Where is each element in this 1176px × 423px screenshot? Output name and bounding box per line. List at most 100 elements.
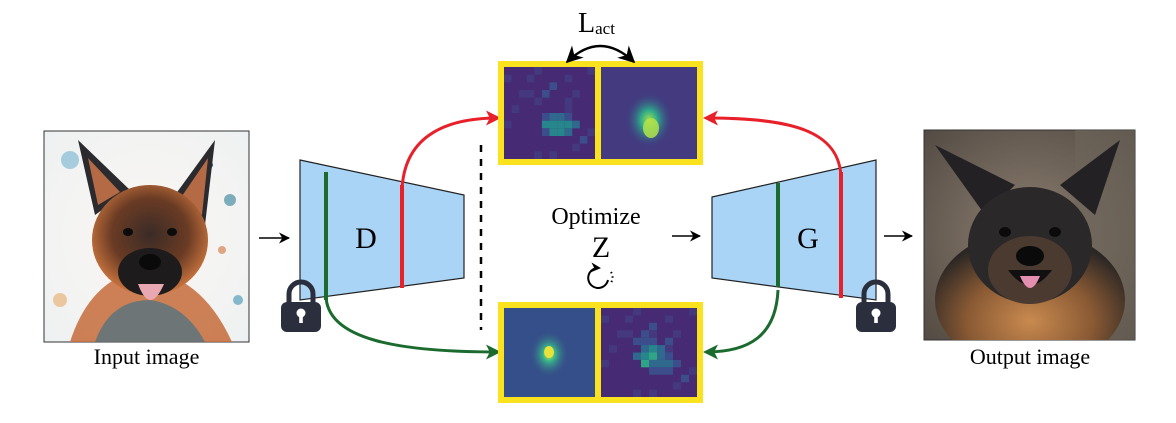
activation-cell: [689, 308, 697, 316]
activation-cell: [641, 352, 649, 360]
input-image: [43, 130, 250, 343]
activation-cell: [625, 330, 633, 338]
activation-cell: [541, 120, 550, 129]
activation-cell: [609, 345, 617, 353]
discriminator-block: D: [299, 159, 465, 301]
activation-cell: [657, 367, 665, 375]
activation-cell: [572, 90, 580, 98]
activation-cell: [557, 113, 565, 121]
activation-cell: [601, 359, 609, 368]
activation-cell: [649, 345, 657, 353]
generator-block: G: [711, 159, 877, 301]
activation-cell: [557, 120, 565, 129]
activation-cell: [534, 97, 542, 106]
top-left-activation-map: [504, 67, 595, 159]
activation-cell: [564, 97, 573, 106]
activation-cell: [649, 367, 657, 375]
loss-main: L: [578, 8, 595, 39]
activation-cell: [665, 352, 673, 360]
activation-cell: [673, 359, 681, 368]
activation-cell: [665, 337, 673, 346]
activation-cell: [673, 330, 681, 338]
discriminator-label: D: [355, 222, 377, 255]
activation-cell: [649, 352, 657, 360]
activation-cell: [649, 359, 657, 368]
activation-cell: [534, 67, 542, 75]
activation-cell: [641, 330, 649, 338]
activation-cell: [681, 374, 689, 383]
activation-cell: [641, 337, 649, 346]
activation-cell: [541, 90, 550, 98]
activation-cell: [665, 359, 673, 368]
activation-cell: [541, 128, 550, 136]
activation-cell: [673, 382, 681, 390]
top-right-activation-map: [601, 67, 697, 159]
activation-cell: [633, 308, 641, 316]
activation-cell: [504, 74, 512, 83]
loop-arrow-icon: [587, 262, 609, 289]
activation-cell: [657, 345, 665, 353]
activation-cell: [549, 113, 558, 121]
optimize-label: Optimize: [551, 204, 640, 230]
activation-cell: [541, 113, 550, 121]
activation-cell: [633, 352, 641, 360]
activation-cell: [601, 315, 609, 323]
activation-cell: [511, 105, 520, 113]
output-image: [923, 129, 1136, 341]
activation-cell: [579, 136, 588, 144]
bottom-left-activation-map: [504, 308, 595, 397]
red-path-d-to-top: [400, 110, 501, 191]
loss-label: Lact: [578, 8, 615, 39]
activation-cell: [549, 120, 558, 129]
input-image-caption: Input image: [94, 344, 200, 369]
activation-cell: [504, 120, 512, 129]
activation-cell: [657, 352, 665, 360]
activation-cell: [534, 151, 542, 159]
activation-cell: [549, 151, 558, 159]
activation-cell: [519, 90, 527, 98]
activation-cell: [549, 82, 558, 90]
loop-dots: [609, 271, 614, 285]
activation-cell: [633, 337, 641, 346]
activation-cell: [564, 120, 573, 129]
activation-cell: [549, 128, 558, 136]
bottom-right-activation-map: [601, 308, 697, 397]
activation-cell: [649, 337, 657, 346]
activation-cell: [572, 120, 580, 129]
loss-sub: act: [595, 19, 615, 38]
activation-cell: [641, 345, 649, 353]
green-path-d-to-bottom: [324, 294, 501, 360]
green-path-g-to-bottom: [703, 289, 780, 360]
activation-cell: [649, 322, 657, 331]
activation-cell: [526, 90, 535, 98]
top-activation-pair: [498, 61, 703, 165]
activation-cell: [689, 367, 697, 375]
activation-cell: [557, 128, 565, 136]
activation-cell: [587, 67, 595, 75]
activation-cell: [625, 315, 633, 323]
activation-cell: [649, 389, 657, 397]
activation-cell: [649, 330, 657, 338]
activation-cell: [587, 128, 595, 136]
lock-icon: [281, 279, 321, 332]
activation-cell: [665, 315, 673, 323]
red-path-g-to-top: [703, 110, 843, 179]
activation-cell: [564, 74, 573, 83]
activation-cell: [572, 143, 580, 152]
bottom-activation-pair: [498, 302, 703, 403]
lock-icon: [856, 279, 896, 332]
generator-label: G: [797, 222, 819, 255]
activation-cell: [633, 389, 641, 397]
activation-cell: [665, 345, 673, 353]
activation-cell: [526, 74, 535, 83]
latent-label: Z: [592, 231, 610, 264]
activation-cell: [564, 128, 573, 136]
activation-cell: [665, 367, 673, 375]
activation-cell: [641, 359, 649, 368]
output-image-caption: Output image: [970, 344, 1090, 369]
loss-double-arrow: [565, 44, 636, 64]
activation-cell: [657, 359, 665, 368]
activation-cell: [564, 105, 573, 113]
activation-cell: [564, 113, 573, 121]
